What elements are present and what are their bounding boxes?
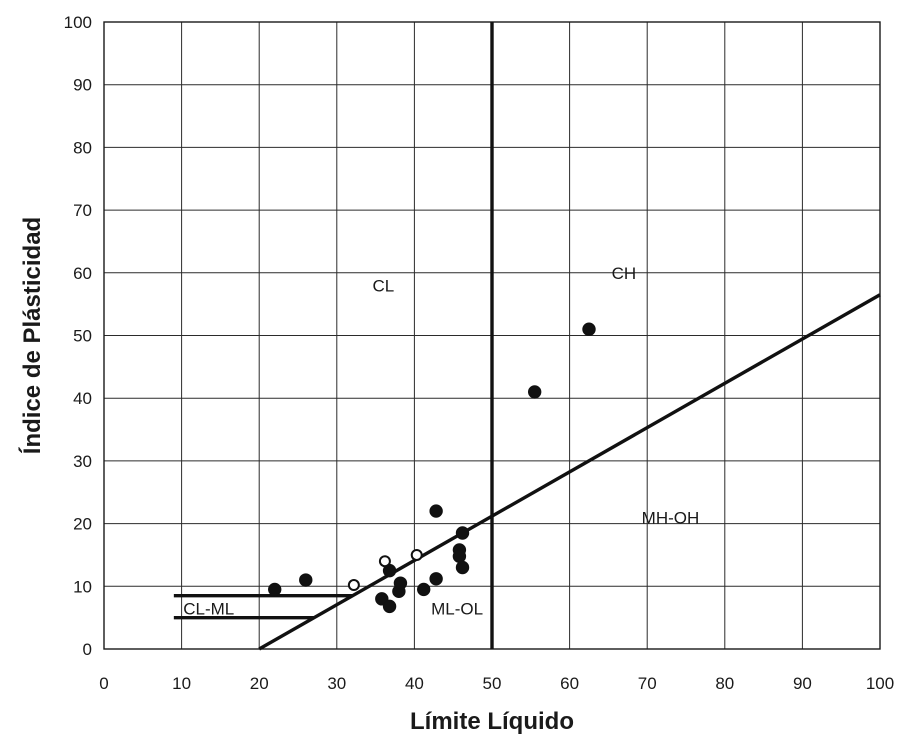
data-point-11 bbox=[452, 549, 467, 563]
y-tick-label-7: 70 bbox=[73, 201, 92, 220]
data-point-12 bbox=[455, 560, 470, 575]
boundary-a-line bbox=[258, 293, 881, 651]
x-tick-label-10: 100 bbox=[866, 674, 894, 693]
zone-label-mh-oh: MH-OH bbox=[642, 509, 700, 528]
y-tick-label-0: 0 bbox=[83, 640, 92, 659]
x-tick-label-9: 90 bbox=[793, 674, 812, 693]
zone-label-ch: CH bbox=[612, 264, 637, 283]
y-tick-label-10: 100 bbox=[64, 13, 92, 32]
open-point-0 bbox=[347, 579, 360, 592]
y-tick-label-8: 80 bbox=[73, 138, 92, 157]
y-axis-title: Índice de Plásticidad bbox=[18, 217, 46, 454]
data-point-14 bbox=[527, 385, 542, 399]
tick-labels: 0 10 20 30 40 50 60 70 80 90 100 0 10 20 30 40 50 60 70 80 9… bbox=[64, 13, 895, 693]
x-tick-label-3: 30 bbox=[327, 674, 346, 693]
data-point-7 bbox=[417, 582, 431, 597]
data-point-3 bbox=[382, 599, 397, 614]
y-tick-label-3: 30 bbox=[73, 452, 92, 471]
x-tick-label-8: 80 bbox=[715, 674, 734, 693]
classification-boundaries bbox=[173, 22, 881, 651]
x-tick-label-6: 60 bbox=[560, 674, 579, 693]
x-tick-label-1: 10 bbox=[172, 674, 191, 693]
y-tick-label-9: 90 bbox=[73, 76, 92, 95]
y-tick-label-6: 60 bbox=[73, 264, 92, 283]
y-tick-label-1: 10 bbox=[73, 577, 92, 596]
data-points bbox=[268, 322, 596, 614]
x-tick-label-0: 0 bbox=[99, 674, 108, 693]
zone-label-cl: CL bbox=[372, 277, 394, 296]
y-tick-label-5: 50 bbox=[73, 327, 92, 346]
x-axis-title: Límite Líquido bbox=[410, 708, 574, 735]
y-tick-label-4: 40 bbox=[73, 389, 92, 408]
data-point-15 bbox=[582, 322, 596, 336]
open-point-1 bbox=[378, 555, 391, 568]
zone-label-ml-ol: ML-OL bbox=[431, 600, 483, 619]
x-tick-label-4: 40 bbox=[405, 674, 424, 693]
data-point-9 bbox=[429, 504, 443, 518]
data-point-8 bbox=[429, 572, 443, 586]
data-point-1 bbox=[299, 573, 313, 587]
y-tick-label-2: 20 bbox=[73, 515, 92, 534]
x-tick-label-5: 50 bbox=[483, 674, 502, 693]
x-tick-label-7: 70 bbox=[638, 674, 657, 693]
zone-labels: CL CH MH-OH ML-OL CL-ML bbox=[183, 264, 699, 618]
data-point-13 bbox=[455, 526, 470, 540]
x-tick-label-2: 20 bbox=[250, 674, 269, 693]
data-point-5 bbox=[393, 576, 408, 590]
open-point-2 bbox=[410, 548, 423, 561]
zone-label-cl-ml: CL-ML bbox=[183, 600, 234, 619]
data-point-0 bbox=[268, 582, 282, 597]
